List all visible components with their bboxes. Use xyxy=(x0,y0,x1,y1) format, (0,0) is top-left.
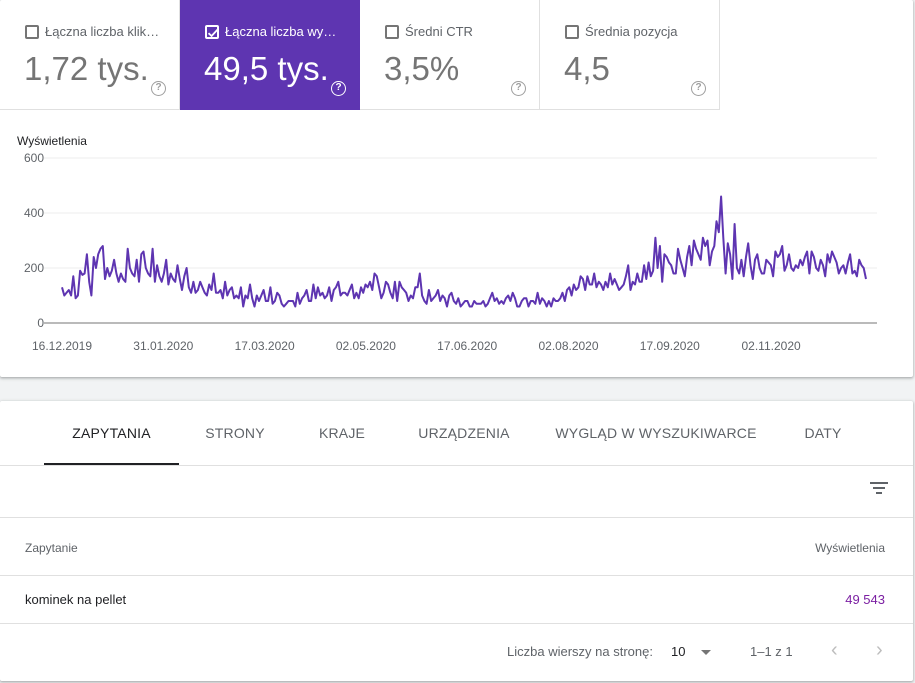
table-row[interactable]: kominek na pellet 49 543 xyxy=(0,576,913,624)
x-tick-label: 02.11.2020 xyxy=(742,339,801,353)
x-tick-label: 17.06.2020 xyxy=(437,339,497,353)
metric-impressions[interactable]: Łączna liczba wyświetleń 49,5 tys. ? xyxy=(180,0,360,110)
column-header-impressions[interactable]: Wyświetlenia xyxy=(815,541,885,555)
prev-page-icon[interactable]: ‹ xyxy=(831,639,838,661)
metric-label: Średni CTR xyxy=(405,24,473,39)
x-tick-label: 02.05.2020 xyxy=(336,339,396,353)
report-table-card: ZAPYTANIA STRONY KRAJE URZĄDZENIA WYGLĄD… xyxy=(0,401,913,681)
pagination: Liczba wierszy na stronę: 10 1–1 z 1 ‹ › xyxy=(0,624,913,680)
table-header: Zapytanie Wyświetlenia xyxy=(0,518,913,576)
impressions-line-chart[interactable]: Wyświetlenia 0 200 400 600 16.12.2019 31.01.… xyxy=(0,125,913,360)
rows-per-page-select[interactable]: 10 xyxy=(671,644,686,659)
metric-ctr[interactable]: Średni CTR 3,5% ? xyxy=(360,0,540,110)
x-tick-label: 31.01.2020 xyxy=(133,339,193,353)
x-tick-label: 17.03.2020 xyxy=(235,339,295,353)
metric-value: 4,5 xyxy=(564,50,610,87)
filter-icon[interactable] xyxy=(870,482,888,496)
metric-value: 49,5 tys. xyxy=(204,50,329,87)
metric-position[interactable]: Średnia pozycja 4,5 ? xyxy=(540,0,720,110)
checkbox-icon[interactable] xyxy=(565,25,579,39)
metric-label: Łączna liczba wyświetleń xyxy=(225,24,340,39)
checkbox-checked-icon[interactable] xyxy=(205,25,219,39)
metric-tiles: Łączna liczba kliknięć 1,72 tys. ? Łączn… xyxy=(0,0,913,110)
query-cell: kominek na pellet xyxy=(25,592,127,607)
y-tick-label: 200 xyxy=(24,261,44,275)
tab-dates[interactable]: DATY xyxy=(804,425,842,441)
y-axis-title: Wyświetlenia xyxy=(17,134,87,148)
tab-search-appearance[interactable]: WYGLĄD W WYSZUKIWARCE xyxy=(555,425,757,441)
page-range: 1–1 z 1 xyxy=(750,644,793,659)
metric-value: 1,72 tys. xyxy=(24,50,149,87)
help-icon[interactable]: ? xyxy=(151,81,166,96)
column-header-query[interactable]: Zapytanie xyxy=(25,541,78,555)
metric-label: Średnia pozycja xyxy=(585,24,678,39)
tab-queries[interactable]: ZAPYTANIA xyxy=(44,401,179,465)
tab-devices[interactable]: URZĄDZENIA xyxy=(418,425,510,441)
y-tick-label: 0 xyxy=(37,316,44,330)
help-icon[interactable]: ? xyxy=(691,81,706,96)
x-tick-label: 16.12.2019 xyxy=(32,339,92,353)
dimension-tabs: ZAPYTANIA STRONY KRAJE URZĄDZENIA WYGLĄD… xyxy=(0,401,913,466)
y-tick-label: 400 xyxy=(24,206,44,220)
checkbox-icon[interactable] xyxy=(25,25,39,39)
metric-value: 3,5% xyxy=(384,50,460,87)
x-tick-label: 17.09.2020 xyxy=(640,339,700,353)
table-toolbar xyxy=(0,466,913,518)
checkbox-icon[interactable] xyxy=(385,25,399,39)
y-tick-label: 600 xyxy=(24,151,44,165)
series-line-impressions xyxy=(61,195,867,308)
help-icon[interactable]: ? xyxy=(511,81,526,96)
rows-per-page-label: Liczba wierszy na stronę: xyxy=(507,644,653,659)
metric-label: Łączna liczba kliknięć xyxy=(45,24,160,39)
dropdown-arrow-icon[interactable] xyxy=(701,650,711,655)
help-icon[interactable]: ? xyxy=(331,81,346,96)
next-page-icon[interactable]: › xyxy=(876,639,883,661)
x-tick-label: 02.08.2020 xyxy=(538,339,598,353)
performance-chart-card: Łączna liczba kliknięć 1,72 tys. ? Łączn… xyxy=(0,0,913,377)
impressions-cell: 49 543 xyxy=(845,592,885,607)
metric-clicks[interactable]: Łączna liczba kliknięć 1,72 tys. ? xyxy=(0,0,180,110)
tab-countries[interactable]: KRAJE xyxy=(318,425,366,441)
tab-pages[interactable]: STRONY xyxy=(205,425,265,441)
